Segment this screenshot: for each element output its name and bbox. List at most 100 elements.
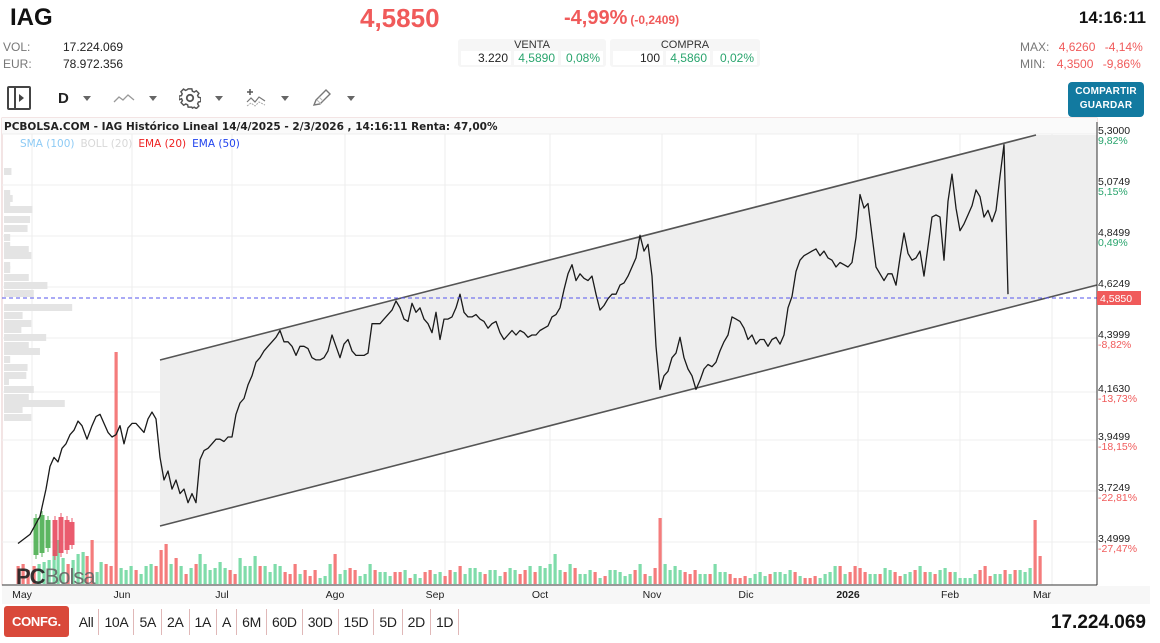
chevron-down-icon: [346, 95, 355, 101]
legend-boll-20[interactable]: BOLL (20): [80, 138, 133, 150]
range-button-1a[interactable]: 1A: [190, 608, 218, 635]
config-button[interactable]: CONFG.: [4, 606, 69, 637]
y-tick-label: 4,6249: [1098, 278, 1130, 290]
y-tick-pct: -13,73%: [1098, 393, 1137, 405]
turnover-stat: EUR: 78.972.356: [3, 57, 123, 71]
chart-title: PCBOLSA.COM - IAG Histórico Lineal 14/4/…: [4, 121, 498, 133]
toggle-panel-button[interactable]: [6, 85, 32, 111]
turnover-label: EUR:: [3, 57, 32, 71]
range-bar: CONFG. All 10A 5A 2A 1A A 6M 60D 30D 15D 5D 2D 1D: [4, 606, 460, 637]
indicator-legend: SMA (100) BOLL (20) EMA (20) EMA (50): [20, 138, 240, 150]
period-dropdown[interactable]: D: [58, 90, 91, 107]
channel-lower-line[interactable]: [159, 284, 1098, 527]
min-value: 4,3500: [1056, 57, 1094, 71]
change-percent: -4,99%: [564, 7, 628, 29]
chevron-down-icon: [148, 95, 157, 101]
min-label: MIN:: [1020, 57, 1046, 71]
last-price: 4,5850: [360, 3, 440, 33]
x-tick-label: Mar: [1033, 589, 1052, 601]
sell-label: VENTA: [514, 39, 550, 51]
buy-label: COMPRA: [660, 39, 710, 51]
price-change: -4,99% (-0,2409): [564, 7, 679, 30]
range-button-30d[interactable]: 30D: [303, 608, 339, 635]
range-button-5a[interactable]: 5A: [134, 608, 162, 635]
ticker-symbol: IAG: [10, 4, 53, 31]
buy-pct: 0,02%: [713, 51, 757, 65]
max-pct: -4,14%: [1104, 40, 1143, 54]
turnover-value: 78.972.356: [63, 57, 124, 71]
range-button-5d[interactable]: 5D: [374, 608, 403, 635]
range-button-15d[interactable]: 15D: [339, 608, 375, 635]
range-button-all[interactable]: All: [77, 608, 100, 635]
y-tick-pct: 9,82%: [1098, 135, 1128, 147]
panel-toggle-icon: [7, 86, 31, 110]
x-axis-band: [2, 586, 1150, 604]
max-value: 4,6260: [1058, 40, 1096, 54]
y-tick-label: 3,4999: [1098, 533, 1130, 545]
share-save-button[interactable]: COMPARTIR GUARDAR: [1068, 82, 1144, 117]
drawing-tools-dropdown[interactable]: [311, 88, 355, 108]
range-button-60d[interactable]: 60D: [267, 608, 303, 635]
x-tick-label: Nov: [643, 589, 662, 601]
min-pct: -9,86%: [1102, 57, 1141, 71]
period-value: D: [58, 89, 69, 107]
y-tick-pct: -18,15%: [1098, 441, 1137, 453]
channel-upper-line[interactable]: [159, 134, 1037, 361]
quote-time: 14:16:11: [1078, 8, 1146, 27]
range-button-10a[interactable]: 10A: [99, 608, 135, 635]
title-strip: [2, 118, 1097, 134]
current-price-tag: [1097, 291, 1141, 305]
sell-price: 4,5890: [514, 51, 558, 65]
save-label: GUARDAR: [1079, 100, 1133, 111]
chart-type-dropdown[interactable]: [113, 91, 157, 105]
sell-quote-box: VENTA 3.220 4,5890 0,08%: [458, 39, 606, 67]
min-stat: MIN: 4,3500 -9,86%: [1020, 57, 1141, 71]
y-tick-label: 5,3000: [1098, 125, 1130, 137]
settings-dropdown[interactable]: [178, 87, 223, 109]
y-tick-pct: -22,81%: [1098, 492, 1137, 504]
volume-total: 17.224.069: [1050, 612, 1146, 633]
channel-fill: [160, 135, 1097, 526]
max-stat: MAX: 4,6260 -4,14%: [1020, 40, 1143, 54]
legend-ema-50[interactable]: EMA (50): [192, 138, 240, 150]
x-tick-label: 2026: [836, 589, 860, 601]
x-tick-label: Feb: [941, 589, 959, 601]
range-button-1d[interactable]: 1D: [431, 608, 460, 635]
y-tick-pct: 0,49%: [1098, 237, 1128, 249]
range-button-2a[interactable]: 2A: [162, 608, 190, 635]
price-line[interactable]: [17, 143, 1009, 545]
buy-price: 4,5860: [666, 51, 710, 65]
share-label: COMPARTIR: [1075, 86, 1137, 97]
legend-sma-100[interactable]: SMA (100): [20, 138, 75, 150]
x-tick-label: Ago: [326, 589, 345, 601]
range-button-a[interactable]: A: [217, 608, 238, 635]
x-tick-label: Jun: [114, 589, 131, 601]
y-tick-pct: -27,47%: [1098, 543, 1137, 555]
gear-icon: [178, 88, 201, 109]
y-tick-label: 5,0749: [1098, 176, 1130, 188]
max-label: MAX:: [1020, 40, 1050, 54]
current-price-tag-label: 4,5850: [1100, 293, 1132, 305]
x-tick-label: Dic: [738, 589, 753, 601]
volume-profile: [4, 168, 73, 421]
x-tick-label: Oct: [532, 589, 548, 601]
buy-qty: 100: [613, 51, 663, 65]
volume-bars: [16, 352, 1042, 584]
range-buttons: All 10A 5A 2A 1A A 6M 60D 30D 15D 5D 2D 1D: [77, 608, 460, 635]
y-tick-label: 3,9499: [1098, 431, 1130, 443]
y-tick-label: 3,7249: [1098, 482, 1130, 494]
range-button-6m[interactable]: 6M: [237, 608, 267, 635]
x-tick-label: May: [12, 589, 33, 601]
volume-label: VOL:: [3, 40, 31, 54]
legend-ema-20[interactable]: EMA (20): [138, 138, 187, 150]
range-button-2d[interactable]: 2D: [403, 608, 431, 635]
indicators-dropdown[interactable]: [245, 88, 289, 108]
add-indicator-icon: [246, 89, 266, 107]
volume-value: 17.224.069: [63, 40, 124, 54]
chevron-down-icon: [214, 95, 223, 101]
change-absolute: (-0,2409): [630, 13, 680, 27]
chevron-down-icon: [82, 95, 91, 101]
buy-quote-box: COMPRA 100 4,5860 0,02%: [610, 39, 760, 67]
chart-toolbar: D: [6, 84, 377, 112]
